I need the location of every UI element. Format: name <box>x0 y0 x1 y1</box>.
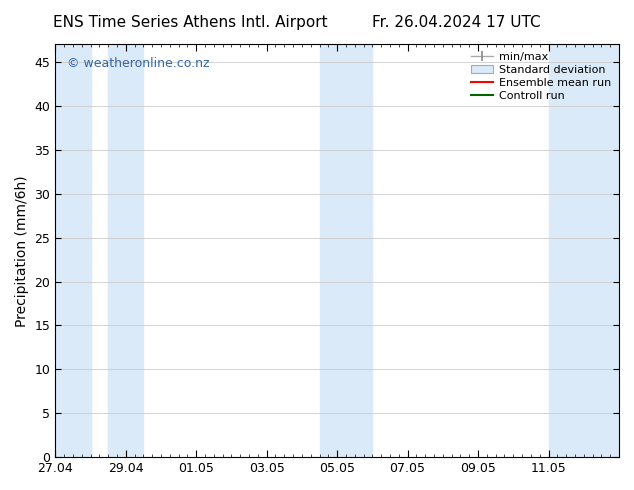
Bar <box>548 45 619 457</box>
Bar <box>320 45 372 457</box>
Y-axis label: Precipitation (mm/6h): Precipitation (mm/6h) <box>15 175 29 326</box>
Text: Fr. 26.04.2024 17 UTC: Fr. 26.04.2024 17 UTC <box>372 15 541 30</box>
Text: ENS Time Series Athens Intl. Airport: ENS Time Series Athens Intl. Airport <box>53 15 328 30</box>
Bar <box>108 45 143 457</box>
Text: © weatheronline.co.nz: © weatheronline.co.nz <box>67 57 209 70</box>
Legend: min/max, Standard deviation, Ensemble mean run, Controll run: min/max, Standard deviation, Ensemble me… <box>469 50 614 103</box>
Bar <box>55 45 91 457</box>
